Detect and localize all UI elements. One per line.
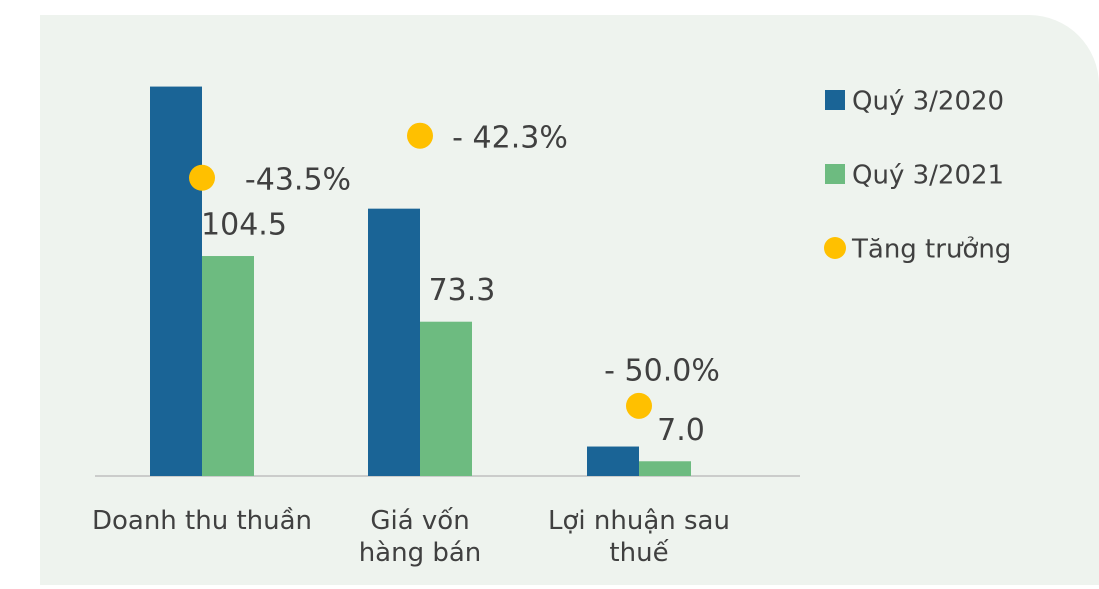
bar <box>368 208 420 477</box>
legend-label: Tăng trưởng <box>851 235 1011 265</box>
data-label: 104.5 <box>201 208 287 243</box>
growth-label: -43.5% <box>245 163 351 198</box>
legend-label: Quý 3/2021 <box>852 161 1004 191</box>
x-tick-label: Lợi nhuận sau thuế <box>548 506 730 568</box>
growth-dot <box>407 122 433 149</box>
growth-dot <box>626 392 652 419</box>
legend-swatch <box>825 90 845 110</box>
bar <box>639 461 691 476</box>
bar <box>587 446 639 476</box>
data-label: 7.0 <box>657 413 705 448</box>
bar <box>420 321 472 476</box>
growth-label: - 42.3% <box>452 121 568 156</box>
bar <box>202 256 254 476</box>
x-tick-label: Giá vốn hàng bán <box>358 506 482 568</box>
legend-label: Quý 3/2020 <box>852 87 1004 117</box>
x-tick-label: Doanh thu thuần <box>91 506 313 536</box>
bar <box>150 86 202 476</box>
data-label: 73.3 <box>429 273 496 308</box>
legend-swatch <box>825 164 845 184</box>
growth-dot <box>189 164 215 191</box>
legend-dot <box>824 237 846 259</box>
growth-label: - 50.0% <box>604 354 720 389</box>
